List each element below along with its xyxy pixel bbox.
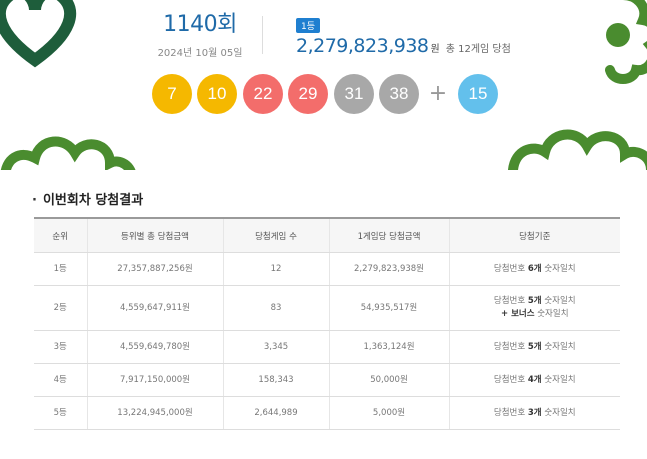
- table-row: 5등 13,224,945,000원 2,644,989 5,000원 당첨번호…: [34, 396, 620, 430]
- column-header-total: 등위별 총 당첨금액: [86, 217, 223, 253]
- criteria-cell: 당첨번호 5개 숫자일치 + 보너스 숫자일치: [448, 285, 620, 331]
- first-prize-winners: 총 12게임 당첨: [445, 44, 511, 55]
- divider: [262, 16, 263, 54]
- section-title-text: 이번회차 당첨결과: [42, 193, 144, 208]
- first-prize-amount: 2,279,823,938: [296, 35, 429, 57]
- rank-cell: 3등: [34, 330, 87, 364]
- bullet-icon: ·: [32, 193, 37, 208]
- criteria-cell: 당첨번호 5개 숫자일치: [448, 330, 620, 364]
- total-amount-cell: 13,224,945,000원: [86, 396, 223, 430]
- draw-banner: 1140회 2024년 10월 05일 1등 2,279,823,938 원 총 1…: [0, 0, 647, 170]
- criteria-text: 당첨번호: [493, 296, 528, 306]
- winning-games-cell: 2,644,989: [222, 396, 329, 430]
- section-title: · 이번회차 당첨결과: [32, 189, 143, 208]
- bonus-ball: 15: [458, 74, 498, 114]
- criteria-cell: 당첨번호 4개 숫자일치: [448, 363, 620, 397]
- per-game-amount-cell: 50,000원: [328, 363, 449, 397]
- first-prize-unit: 원: [430, 44, 440, 55]
- table-row: 1등 27,357,887,256원 12 2,279,823,938원 당첨번…: [34, 252, 620, 286]
- per-game-amount-cell: 2,279,823,938원: [328, 252, 449, 286]
- first-prize-badge: 1등: [296, 18, 321, 33]
- criteria-cell: 당첨번호 6개 숫자일치: [448, 252, 620, 286]
- criteria-cell: 당첨번호 3개 숫자일치: [448, 396, 620, 430]
- rank-cell: 4등: [34, 363, 87, 397]
- first-prize-info: 1등 2,279,823,938 원 총 12게임 당첨: [296, 14, 511, 57]
- total-amount-cell: 4,559,647,911원: [86, 285, 223, 331]
- clover-leaf-decoration-left: [0, 0, 77, 68]
- criteria-bonus: + 보너스: [500, 309, 535, 319]
- table-row: 2등 4,559,647,911원 83 54,935,517원 당첨번호 5개…: [34, 285, 620, 331]
- criteria-text: 숫자일치: [541, 296, 576, 306]
- total-amount-cell: 4,559,649,780원: [86, 330, 223, 364]
- criteria-text: 당첨번호: [493, 341, 528, 352]
- criteria-text: 숫자일치: [534, 309, 569, 319]
- number-ball: 10: [197, 74, 237, 114]
- per-game-amount-cell: 54,935,517원: [328, 285, 449, 331]
- criteria-count: 4개: [527, 374, 542, 385]
- criteria-count: 3개: [527, 407, 542, 418]
- criteria-text: 당첨번호: [493, 263, 528, 274]
- per-game-amount-cell: 1,363,124원: [328, 330, 449, 364]
- number-ball: 7: [152, 74, 192, 114]
- round-info: 1140회 2024년 10월 05일: [150, 10, 250, 59]
- criteria-count: 5개: [527, 296, 542, 306]
- plus-sign: +: [428, 81, 448, 106]
- bush-decoration-left: [0, 136, 136, 170]
- total-amount-cell: 27,357,887,256원: [86, 252, 223, 286]
- rank-cell: 1등: [34, 252, 87, 286]
- table-row: 4등 7,917,150,000원 158,343 50,000원 당첨번호 4…: [34, 363, 620, 397]
- winning-games-cell: 12: [222, 252, 329, 286]
- bush-decoration-right: [508, 129, 647, 170]
- table-row: 3등 4,559,649,780원 3,345 1,363,124원 당첨번호 …: [34, 330, 620, 364]
- criteria-text: 숫자일치: [541, 263, 576, 274]
- column-header-games: 당첨게임 수: [222, 217, 329, 253]
- round-number: 1140회: [163, 12, 237, 37]
- total-amount-cell: 7,917,150,000원: [86, 363, 223, 397]
- draw-date: 2024년 10월 05일: [157, 48, 243, 59]
- criteria-text: 당첨번호: [493, 407, 528, 418]
- winning-games-cell: 3,345: [222, 330, 329, 364]
- number-ball: 29: [288, 74, 328, 114]
- winning-games-cell: 83: [222, 285, 329, 331]
- column-header-per-game: 1게임당 당첨금액: [328, 217, 449, 253]
- criteria-text: 숫자일치: [541, 341, 576, 352]
- per-game-amount-cell: 5,000원: [328, 396, 449, 430]
- winning-games-cell: 158,343: [222, 363, 329, 397]
- criteria-text: 숫자일치: [541, 407, 576, 418]
- rank-cell: 2등: [34, 285, 87, 331]
- criteria-count: 5개: [527, 341, 542, 352]
- table-header-row: 순위 등위별 총 당첨금액 당첨게임 수 1게임당 당첨금액 당첨기준: [34, 217, 620, 253]
- rank-cell: 5등: [34, 396, 87, 430]
- clover-decoration-right: [605, 0, 647, 84]
- column-header-rank: 순위: [34, 217, 87, 253]
- number-ball: 38: [379, 74, 419, 114]
- column-header-criteria: 당첨기준: [448, 217, 620, 253]
- results-table: 순위 등위별 총 당첨금액 당첨게임 수 1게임당 당첨금액 당첨기준 1등 2…: [34, 217, 620, 430]
- number-ball: 31: [334, 74, 374, 114]
- criteria-text: 당첨번호: [493, 374, 528, 385]
- number-ball: 22: [243, 74, 283, 114]
- criteria-text: 숫자일치: [541, 374, 576, 385]
- criteria-count: 6개: [527, 263, 542, 274]
